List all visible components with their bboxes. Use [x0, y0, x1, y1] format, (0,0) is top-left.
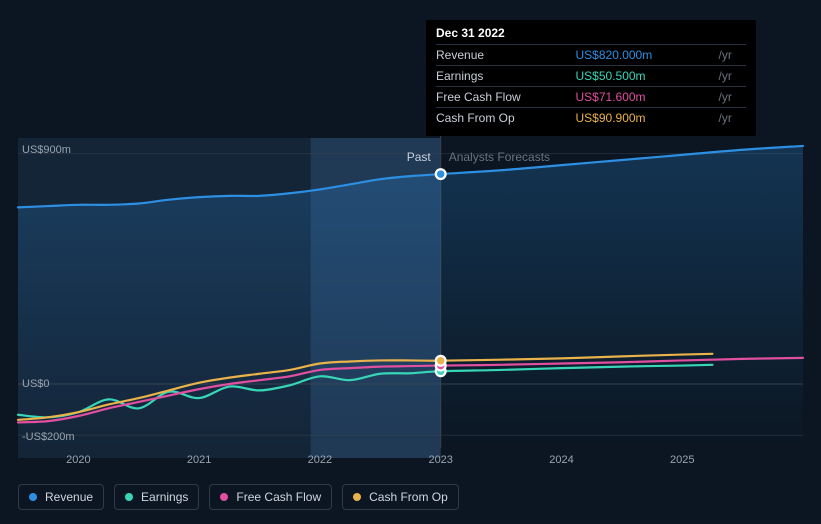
tooltip-row-label: Cash From Op: [436, 108, 576, 129]
legend-dot-icon: [353, 493, 361, 501]
legend-dot-icon: [29, 493, 37, 501]
tooltip-row-suffix: /yr: [715, 108, 746, 129]
legend-label: Cash From Op: [369, 490, 448, 504]
y-axis-label: US$900m: [22, 144, 71, 156]
financial-chart: Dec 31 2022 RevenueUS$820.000m/yrEarning…: [18, 0, 803, 470]
x-axis-label: 2020: [66, 454, 90, 466]
legend-item-fcf[interactable]: Free Cash Flow: [209, 484, 332, 510]
tooltip-row: EarningsUS$50.500m/yr: [436, 66, 746, 87]
legend-item-revenue[interactable]: Revenue: [18, 484, 104, 510]
chart-tooltip: Dec 31 2022 RevenueUS$820.000m/yrEarning…: [426, 20, 756, 136]
x-axis-label: 2024: [549, 454, 573, 466]
marker-cfo: [436, 356, 445, 365]
tooltip-row-value: US$90.900m: [576, 108, 715, 129]
x-axis-label: 2025: [670, 454, 694, 466]
legend-item-cfo[interactable]: Cash From Op: [342, 484, 459, 510]
tooltip-row-value: US$820.000m: [576, 45, 715, 66]
legend-dot-icon: [125, 493, 133, 501]
forecast-label: Analysts Forecasts: [449, 150, 550, 164]
tooltip-date: Dec 31 2022: [436, 26, 746, 40]
y-axis-label: US$0: [22, 378, 50, 390]
x-axis-label: 2022: [308, 454, 332, 466]
past-label: Past: [407, 150, 431, 164]
legend-label: Revenue: [45, 490, 93, 504]
x-axis-label: 2021: [187, 454, 211, 466]
legend-item-earnings[interactable]: Earnings: [114, 484, 199, 510]
y-axis-label: -US$200m: [22, 431, 75, 443]
tooltip-row-suffix: /yr: [715, 45, 746, 66]
legend: Revenue Earnings Free Cash Flow Cash From O…: [18, 484, 459, 510]
legend-dot-icon: [220, 493, 228, 501]
tooltip-row-label: Revenue: [436, 45, 576, 66]
tooltip-row-label: Earnings: [436, 66, 576, 87]
x-axis-label: 2023: [428, 454, 452, 466]
legend-label: Free Cash Flow: [236, 490, 321, 504]
tooltip-row: Cash From OpUS$90.900m/yr: [436, 108, 746, 129]
tooltip-row: RevenueUS$820.000m/yr: [436, 45, 746, 66]
tooltip-row-label: Free Cash Flow: [436, 87, 576, 108]
tooltip-row-value: US$71.600m: [576, 87, 715, 108]
tooltip-row-value: US$50.500m: [576, 66, 715, 87]
tooltip-table: RevenueUS$820.000m/yrEarningsUS$50.500m/…: [436, 44, 746, 128]
legend-label: Earnings: [141, 490, 188, 504]
tooltip-row: Free Cash FlowUS$71.600m/yr: [436, 87, 746, 108]
tooltip-row-suffix: /yr: [715, 66, 746, 87]
tooltip-row-suffix: /yr: [715, 87, 746, 108]
marker-revenue: [436, 170, 445, 179]
